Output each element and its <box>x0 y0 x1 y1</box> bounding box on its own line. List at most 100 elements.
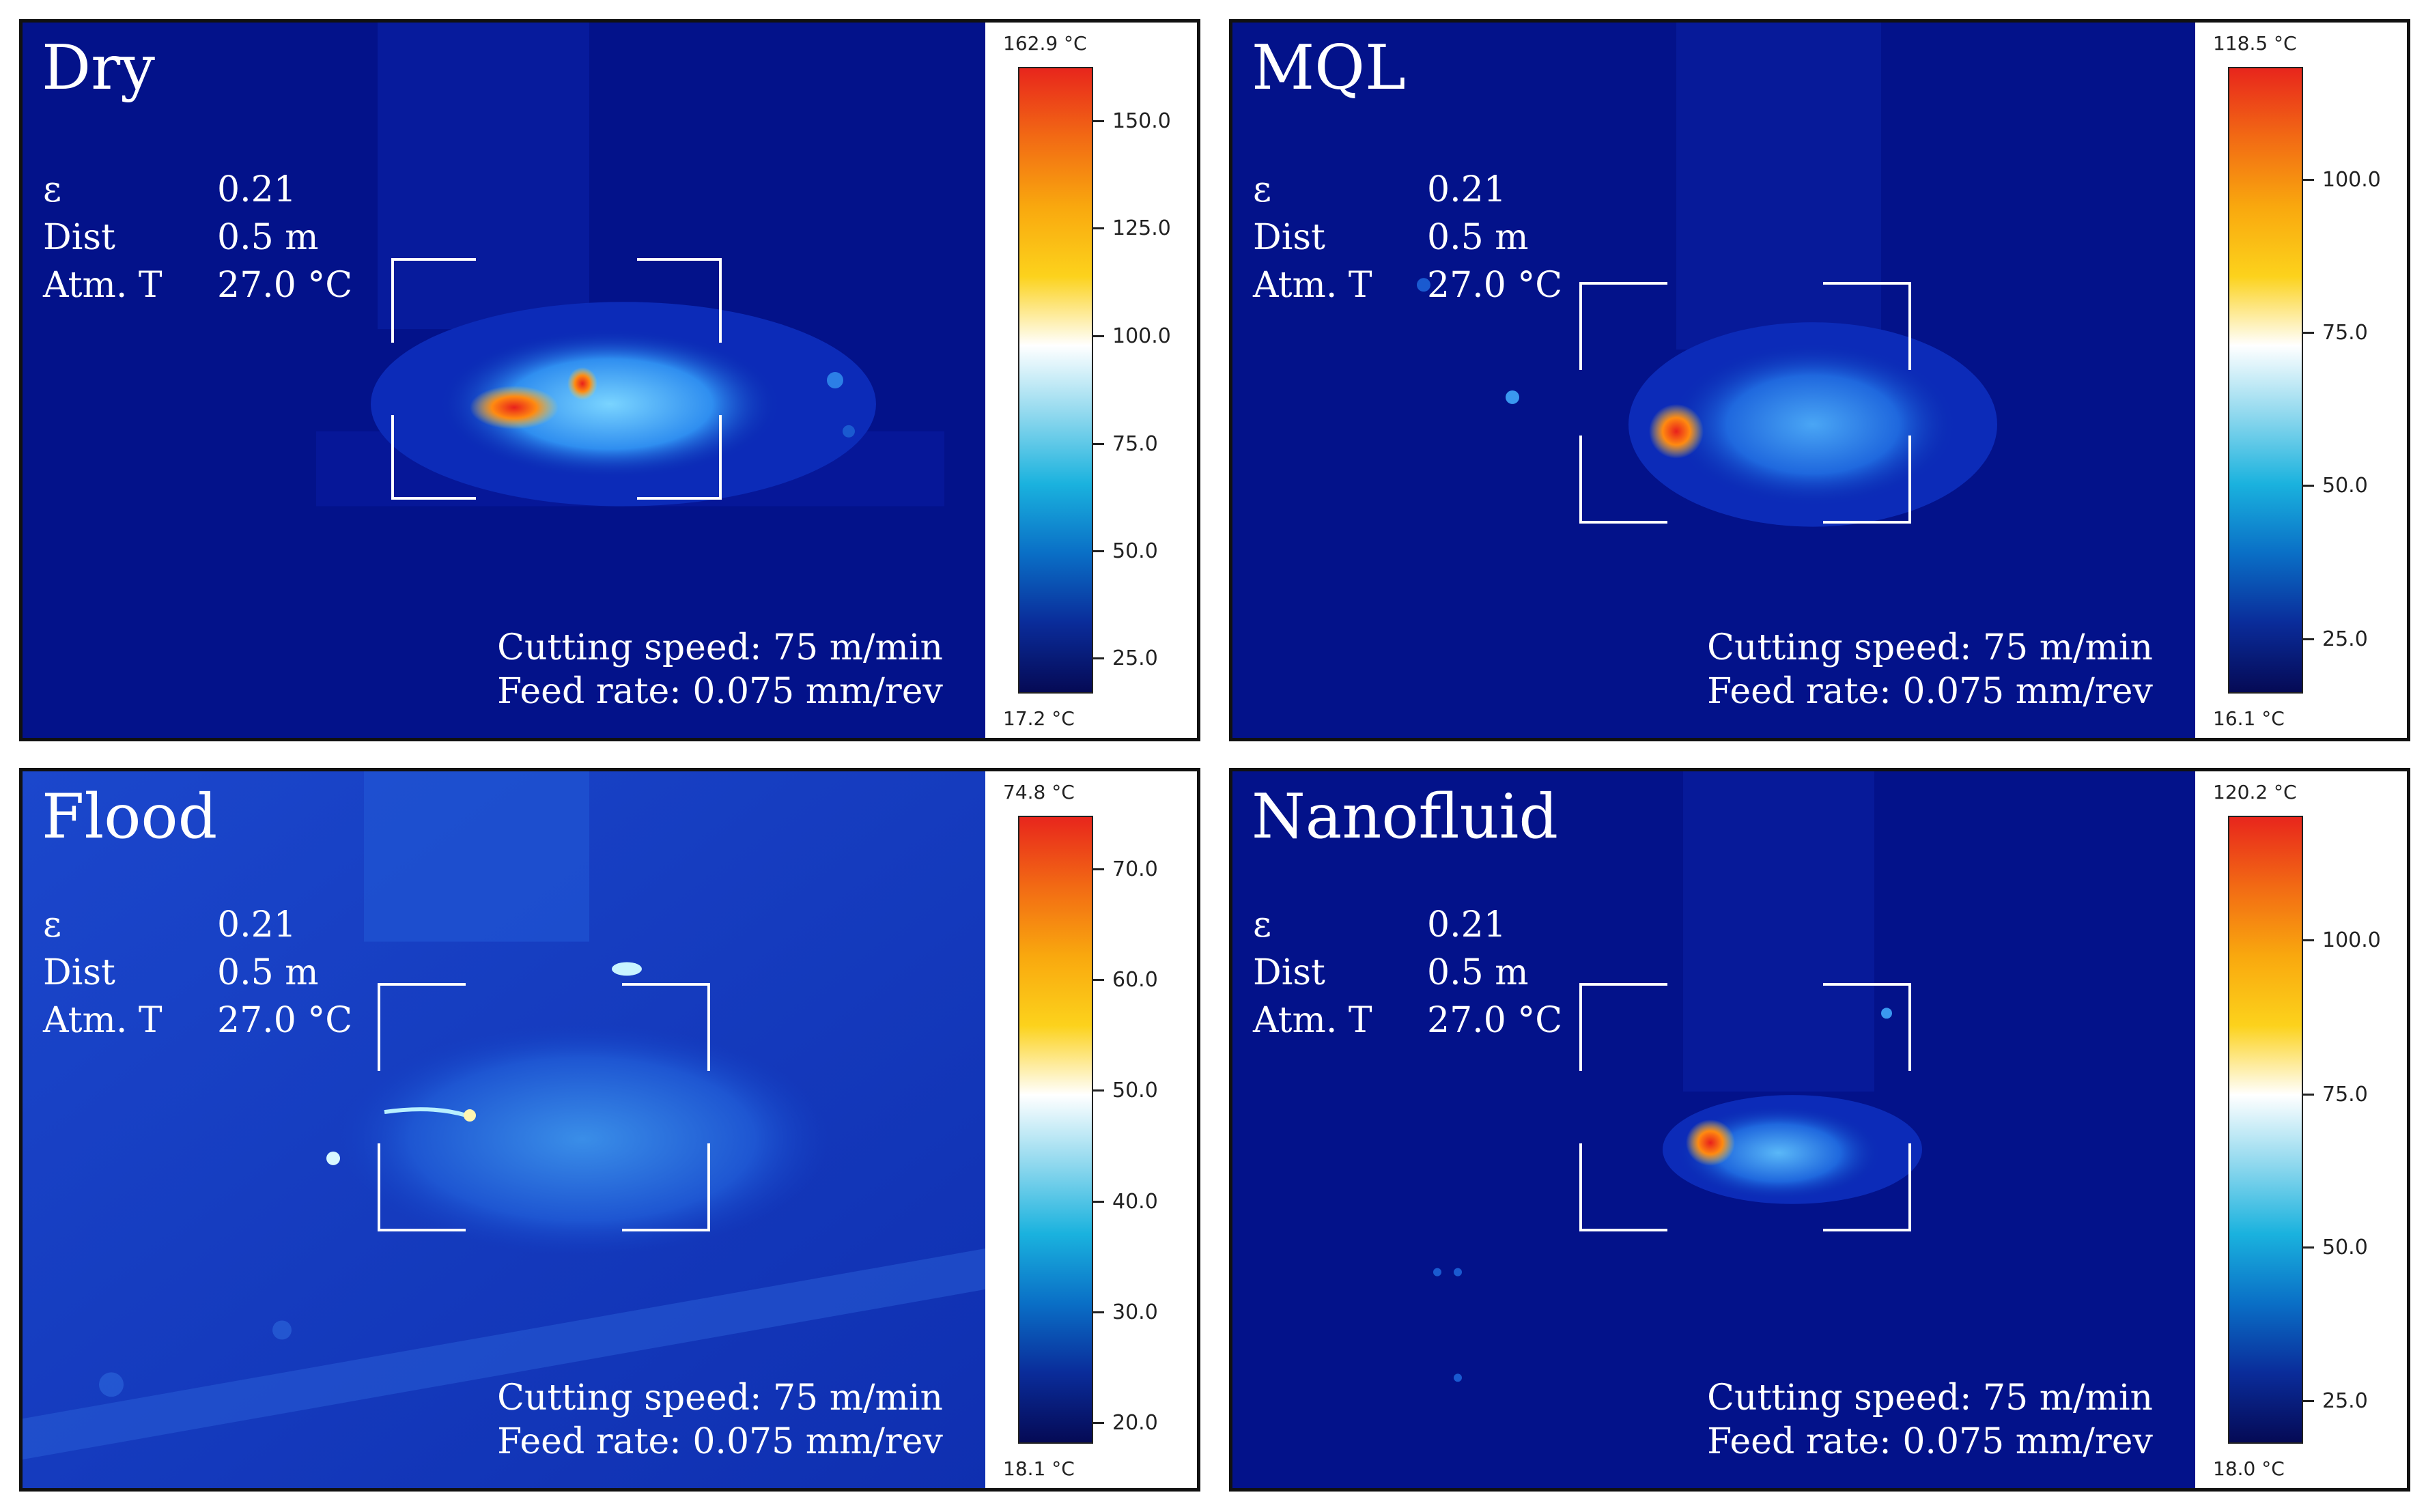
param-row: Atm. T 27.0 °C <box>43 261 352 309</box>
param-row: Atm. T 27.0 °C <box>1253 261 1562 309</box>
roi-bracket-top-left <box>391 258 476 343</box>
feed-rate: Feed rate: 0.075 mm/rev <box>1707 671 2153 712</box>
scale-tick-label: 60.0 <box>1112 968 1158 993</box>
roi-bracket-bottom-left <box>1579 436 1667 524</box>
param-value: 0.5 m <box>1427 217 1529 258</box>
scale-tick-label: 75.0 <box>2322 1082 2368 1107</box>
param-value: 0.21 <box>1427 169 1506 210</box>
thermal-panel-dry: Dry ε 0.21 Dist 0.5 m Atm. T 27.0 °C Cuttin… <box>19 19 1200 741</box>
thermal-panel-flood: Flood ε 0.21 Dist 0.5 m Atm. T 27.0 °C Cutt… <box>19 768 1200 1492</box>
scale-tick-mark <box>2303 1400 2314 1403</box>
scale-tick-mark <box>1093 550 1104 552</box>
param-row: Atm. T 27.0 °C <box>1253 997 1562 1044</box>
scale-tick-label: 75.0 <box>2322 321 2368 345</box>
param-row: ε 0.21 <box>1253 166 1562 214</box>
roi-bracket-top-right <box>1823 983 1911 1071</box>
thermal-image-nanofluid: Nanofluid ε 0.21 Dist 0.5 m Atm. T 27.0 °C … <box>1232 771 2197 1488</box>
param-label: Atm. T <box>1253 265 1372 306</box>
param-label: Dist <box>1253 952 1325 993</box>
scale-tick-label: 150.0 <box>1112 109 1171 133</box>
roi-bracket-bottom-right <box>637 415 722 500</box>
scale-tick-mark <box>1093 979 1104 982</box>
cutting-speed: Cutting speed: 75 m/min <box>497 1378 943 1418</box>
panel-title: Dry <box>42 32 156 104</box>
param-row: Dist 0.5 m <box>1253 214 1562 261</box>
thermal-panel-mql: MQL ε 0.21 Dist 0.5 m Atm. T 27.0 °C Cuttin… <box>1229 19 2410 741</box>
param-value: 27.0 °C <box>1427 1000 1563 1041</box>
param-label: Atm. T <box>1253 1000 1372 1041</box>
param-row: ε 0.21 <box>43 901 352 949</box>
scale-tick-mark <box>2303 485 2314 487</box>
scale-tick-label: 100.0 <box>2322 928 2381 953</box>
scale-tick-label: 25.0 <box>2322 1389 2368 1414</box>
roi-bracket-top-right <box>1823 282 1911 370</box>
param-value: 27.0 °C <box>217 1000 353 1041</box>
roi-bracket-top-left <box>1579 282 1667 370</box>
scale-tick-mark <box>2303 939 2314 942</box>
cutting-conditions: Cutting speed: 75 m/min Feed rate: 0.075… <box>1707 626 2153 713</box>
param-row: Dist 0.5 m <box>43 949 352 997</box>
param-value: 0.21 <box>1427 904 1506 945</box>
scale-tick-mark <box>1093 1421 1104 1424</box>
temperature-scale: 118.5 °C 100.0 75.0 50.0 25.0 16.1 °C <box>2195 23 2407 738</box>
color-scale-bar <box>1018 816 1093 1444</box>
param-value: 0.5 m <box>217 952 319 993</box>
roi-bracket-top-left <box>1579 983 1667 1071</box>
roi-bracket-top-right <box>622 983 710 1071</box>
param-label: ε <box>1253 169 1271 210</box>
cutting-speed: Cutting speed: 75 m/min <box>1707 627 2153 668</box>
scale-tick-mark <box>1093 1089 1104 1092</box>
panel-title: Flood <box>42 781 218 853</box>
param-label: Atm. T <box>43 1000 163 1041</box>
feed-rate: Feed rate: 0.075 mm/rev <box>1707 1421 2153 1462</box>
camera-params: ε 0.21 Dist 0.5 m Atm. T 27.0 °C <box>1253 166 1562 309</box>
cutting-speed: Cutting speed: 75 m/min <box>497 627 943 668</box>
scale-tick-mark <box>1093 334 1104 337</box>
scale-tick-mark <box>2303 638 2314 641</box>
color-scale-bar <box>1018 67 1093 694</box>
scale-tick-label: 50.0 <box>2322 474 2368 498</box>
param-label: Dist <box>43 952 115 993</box>
scale-tick-mark <box>2303 179 2314 182</box>
roi-bracket-top-right <box>637 258 722 343</box>
thermal-image-mql: MQL ε 0.21 Dist 0.5 m Atm. T 27.0 °C Cuttin… <box>1232 23 2197 738</box>
param-label: Dist <box>1253 217 1325 258</box>
scale-tick-label: 100.0 <box>1112 324 1171 348</box>
scale-tick-mark <box>2303 332 2314 334</box>
scale-tick-mark <box>1093 1311 1104 1313</box>
param-value: 0.5 m <box>1427 952 1529 993</box>
feed-rate: Feed rate: 0.075 mm/rev <box>497 671 943 712</box>
scale-tick-mark <box>1093 227 1104 229</box>
temperature-scale: 120.2 °C 100.0 75.0 50.0 25.0 18.0 °C <box>2195 771 2407 1488</box>
cutting-speed: Cutting speed: 75 m/min <box>1707 1378 2153 1418</box>
scale-tick-mark <box>2303 1093 2314 1096</box>
roi-bracket-top-left <box>378 983 466 1071</box>
param-label: ε <box>1253 904 1271 945</box>
feed-rate: Feed rate: 0.075 mm/rev <box>497 1421 943 1462</box>
scale-min-label: 17.2 °C <box>1003 707 1075 730</box>
roi-bracket-bottom-left <box>391 415 476 500</box>
scale-tick-mark <box>1093 1200 1104 1203</box>
roi-bracket-bottom-right <box>1823 1143 1911 1231</box>
scale-tick-label: 25.0 <box>1112 646 1158 670</box>
param-label: ε <box>43 169 61 210</box>
scale-tick-mark <box>1093 119 1104 122</box>
param-row: ε 0.21 <box>43 166 352 214</box>
scale-tick-label: 30.0 <box>1112 1300 1158 1324</box>
thermal-image-dry: Dry ε 0.21 Dist 0.5 m Atm. T 27.0 °C Cuttin… <box>23 23 987 738</box>
scale-tick-label: 50.0 <box>1112 539 1158 563</box>
scale-min-label: 16.1 °C <box>2213 707 2285 730</box>
cutting-conditions: Cutting speed: 75 m/min Feed rate: 0.075… <box>1707 1376 2153 1464</box>
camera-params: ε 0.21 Dist 0.5 m Atm. T 27.0 °C <box>43 166 352 309</box>
scale-tick-mark <box>2303 1246 2314 1249</box>
camera-params: ε 0.21 Dist 0.5 m Atm. T 27.0 °C <box>43 901 352 1044</box>
scale-max-label: 162.9 °C <box>1003 32 1087 55</box>
scale-tick-label: 20.0 <box>1112 1410 1158 1435</box>
scale-tick-label: 125.0 <box>1112 216 1171 240</box>
param-row: Dist 0.5 m <box>1253 949 1562 997</box>
scale-tick-mark <box>1093 657 1104 659</box>
roi-bracket-bottom-left <box>378 1143 466 1231</box>
scale-tick-label: 50.0 <box>1112 1079 1158 1103</box>
param-value: 0.21 <box>217 169 296 210</box>
scale-tick-mark <box>1093 442 1104 445</box>
